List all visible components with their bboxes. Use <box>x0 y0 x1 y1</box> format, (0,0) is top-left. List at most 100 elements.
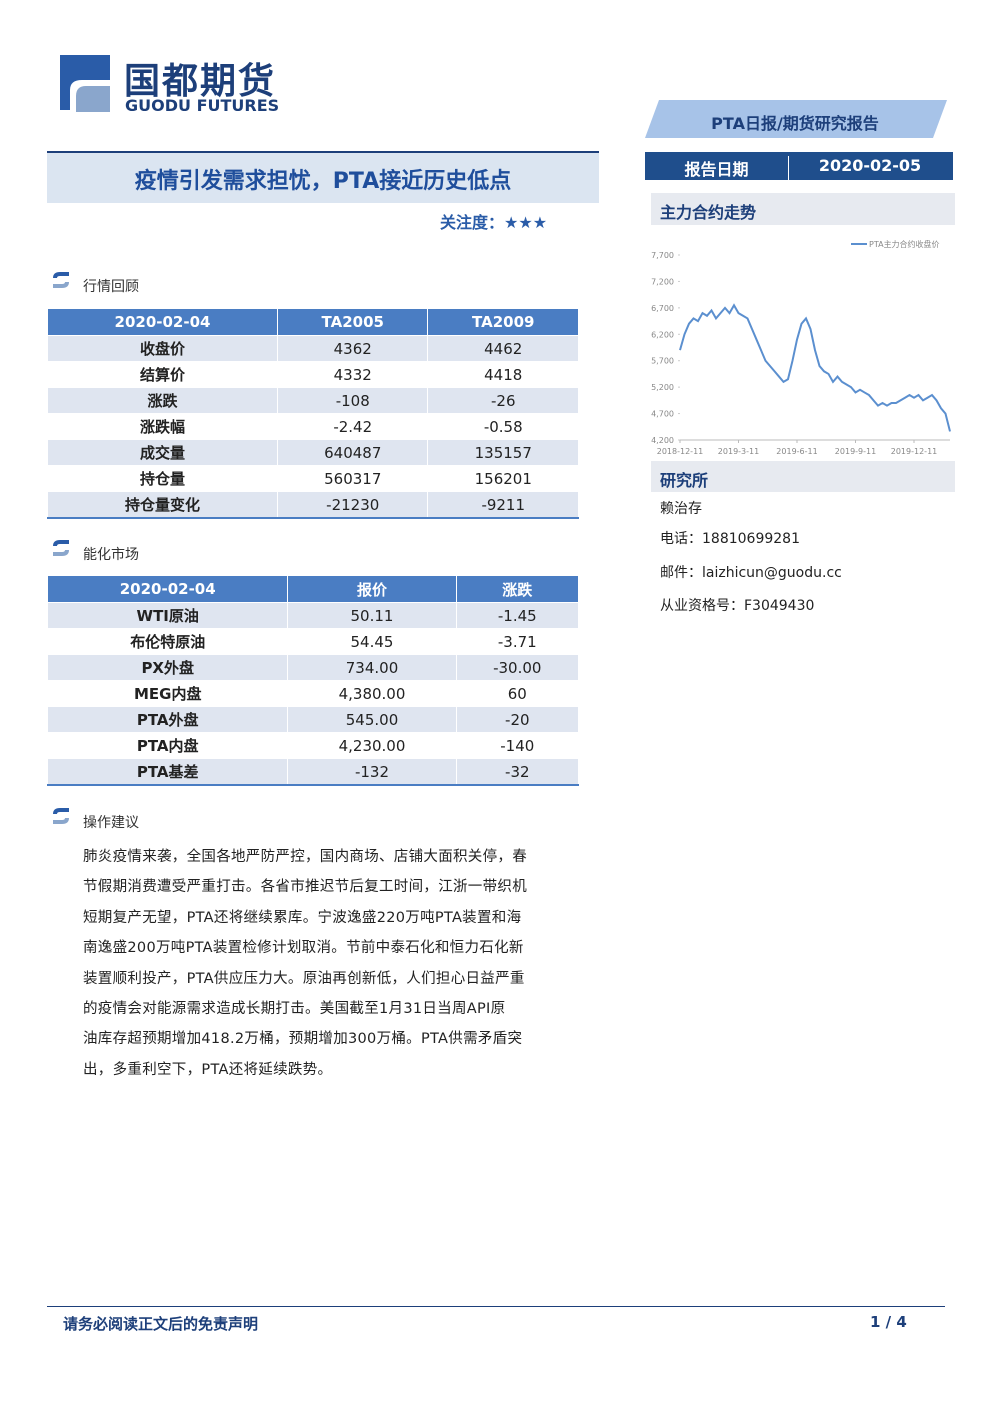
y-tick-label: 5,200 <box>651 383 674 392</box>
header-row: 2020-02-04 报价 涨跌 <box>46 575 580 603</box>
header-cell: TA2005 <box>276 308 429 336</box>
cell: -32 <box>455 758 580 786</box>
line-series <box>679 303 951 432</box>
cell: 4,380.00 <box>287 680 457 707</box>
row: 涨跌 -108 -26 <box>47 387 579 414</box>
chart-heading: 主力合约走势 <box>660 203 757 222</box>
cell: 4418 <box>427 361 579 388</box>
y-tick-label: 6,700 <box>651 304 674 313</box>
header-cell: 报价 <box>287 575 457 603</box>
y-tick-label: 5,700 <box>651 357 674 366</box>
cell: 560317 <box>276 465 429 492</box>
cell: 545.00 <box>287 706 457 733</box>
contact-name: 赖治存 <box>660 501 702 517</box>
row: 收盘价 4362 4462 <box>47 335 579 362</box>
chart: 4,200 4,700 5,200 5,700 6,200 6,700 7,200 7,700… <box>651 239 951 456</box>
cell: 涨跌幅 <box>47 413 278 440</box>
row: PTA外盘 545.00 -20 <box>46 706 580 733</box>
report-type: PTA日报/期货研究报告 <box>711 114 879 133</box>
cell: 成交量 <box>47 439 278 466</box>
y-tick-label: 6,200 <box>651 330 674 339</box>
x-tick-label: 2018-12-11 <box>657 447 704 456</box>
paragraph: 肺炎疫情来袭，全国各地严防严控，国内商场、店铺大面积关停，春 节假期消费遭受严重打… <box>83 842 583 1085</box>
attention: 关注度：★★★ <box>440 213 548 232</box>
contact-bar <box>651 461 955 492</box>
date-bar <box>645 152 953 180</box>
cell: -1.45 <box>455 602 580 629</box>
x-tick-label: 2019-3-11 <box>718 447 759 456</box>
cell: 54.45 <box>287 628 457 655</box>
cell: WTI原油 <box>46 602 289 629</box>
logo-mark <box>60 55 110 112</box>
cell: 收盘价 <box>47 335 278 362</box>
row: WTI原油 50.11 -1.45 <box>46 602 580 629</box>
cell: -140 <box>455 732 580 759</box>
cell: 734.00 <box>287 654 457 681</box>
cell: 4332 <box>276 361 429 388</box>
x-tick-label: 2019-6-11 <box>776 447 817 456</box>
legend-label: PTA主力合约收盘价 <box>869 239 940 249</box>
contact-license: 从业资格号：F3049430 <box>660 598 815 614</box>
cell: 4462 <box>427 335 579 362</box>
paragraph-line: 装置顺利投产，PTA供应压力大。原油再创新低，人们担心日益严重 <box>83 970 525 987</box>
y-tick-label: 7,700 <box>651 251 674 260</box>
cell: PTA内盘 <box>46 732 289 759</box>
cell: 60 <box>455 680 580 707</box>
section-icon <box>53 808 69 824</box>
paragraph-line: 南逸盛200万吨PTA装置检修计划取消。节前中泰石化和恒力石化新 <box>83 940 524 957</box>
disclaimer: 请务必阅读正文后的免责声明 <box>63 1315 259 1333</box>
cell: 持仓量变化 <box>47 491 278 519</box>
market-table: 2020-02-04 TA2005 TA2009 收盘价 4362 4462 结算价 4332… <box>47 308 579 519</box>
title: 疫情引发需求担忧，PTA接近历史低点 <box>134 169 512 194</box>
cell: PTA基差 <box>46 758 289 786</box>
chart-heading-bar <box>651 193 955 225</box>
row: 持仓量 560317 156201 <box>47 465 579 492</box>
cell: 布伦特原油 <box>46 628 289 655</box>
contact-email: 邮件：laizhicun@guodu.cc <box>660 565 842 581</box>
cell: 640487 <box>276 439 429 466</box>
y-tick-label: 4,700 <box>651 410 674 419</box>
paragraph-line: 出，多重利空下，PTA还将延续跌势。 <box>83 1061 333 1078</box>
cell: 50.11 <box>287 602 457 629</box>
contact-heading: 研究所 <box>660 471 709 490</box>
row: 结算价 4332 4418 <box>47 361 579 388</box>
paragraph-line: 短期复产无望，PTA还将继续累库。宁波逸盛220万吨PTA装置和海 <box>83 909 522 926</box>
section-icon <box>53 540 69 556</box>
paragraph-line: 油库存超预期增加418.2万桶，预期增加300万桶。PTA供需矛盾突 <box>83 1031 523 1048</box>
row: PTA基差 -132 -32 <box>46 758 580 786</box>
cell: -26 <box>427 387 579 414</box>
cell: PTA外盘 <box>46 706 289 733</box>
cell: 156201 <box>427 465 579 492</box>
header-cell: TA2009 <box>427 308 579 336</box>
row: PTA内盘 4,230.00 -140 <box>46 732 580 759</box>
section-heading: 行情回顾 <box>83 279 139 295</box>
row: 涨跌幅 -2.42 -0.58 <box>47 413 579 440</box>
brand: 国都期货 <box>124 61 277 102</box>
banner <box>645 100 947 138</box>
cell: -108 <box>276 387 429 414</box>
cell: -132 <box>287 758 457 786</box>
paragraph-line: 肺炎疫情来袭，全国各地严防严控，国内商场、店铺大面积关停，春 <box>83 849 527 865</box>
section-heading: 操作建议 <box>83 815 139 831</box>
header-cell: 2020-02-04 <box>46 575 289 603</box>
x-tick-label: 2019-12-11 <box>891 447 938 456</box>
header-row: 2020-02-04 TA2005 TA2009 <box>47 308 579 336</box>
energy-table: 2020-02-04 报价 涨跌 WTI原油 50.11 -1.45 布伦特原油 54.45-… <box>46 575 580 786</box>
contact-phone: 电话：18810699281 <box>660 531 800 547</box>
cell: -0.58 <box>427 413 579 440</box>
y-tick-label: 7,200 <box>651 277 674 286</box>
y-tick-label: 4,200 <box>651 436 674 445</box>
row: 布伦特原油 54.45 -3.71 <box>46 628 580 655</box>
brand-en: GUODU FUTURES <box>125 96 280 115</box>
row: PX外盘 734.00 -30.00 <box>46 654 580 681</box>
header-cell: 2020-02-04 <box>47 308 278 336</box>
title-bar <box>47 151 599 205</box>
page-number: 1 / 4 <box>870 1313 907 1331</box>
footer-rule <box>47 1306 945 1307</box>
row: 持仓量变化 -21230 -9211 <box>47 491 579 519</box>
date: 2020-02-05 <box>818 156 922 175</box>
section-heading: 能化市场 <box>83 547 139 563</box>
row: MEG内盘 4,380.00 60 <box>46 680 580 707</box>
row: 成交量 640487 135157 <box>47 439 579 466</box>
